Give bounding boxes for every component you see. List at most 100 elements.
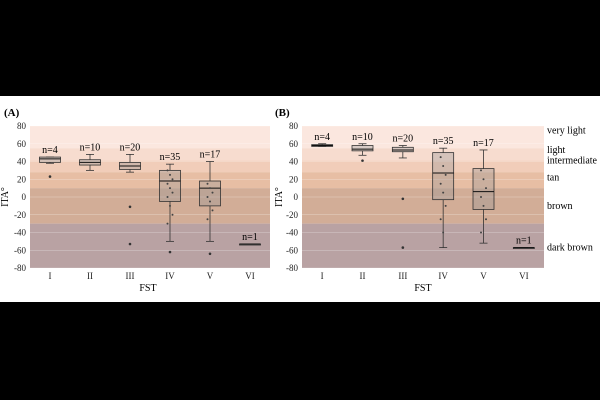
n-label: n=10 [352,132,373,143]
n-label: n=4 [314,132,330,143]
y-tick-label: 20 [17,174,27,184]
x-ticks: I II III IV V VI [321,271,529,281]
data-point [439,182,442,185]
n-label: n=35 [433,136,454,147]
band-label: very light [547,125,586,136]
box-III [119,153,141,246]
y-tick-label: -60 [14,245,26,255]
box-II [79,153,101,171]
data-point [206,218,209,221]
y-tick-label: 60 [289,139,299,149]
outlier-point [361,159,364,162]
box-iqr [159,169,181,202]
data-point [444,204,447,207]
box-iqr [432,152,455,201]
band-dark-brown [302,223,544,268]
band-intermediate [30,160,270,173]
y-ticks: 80 60 40 20 0 -20 -40 -60 -80 [14,121,27,273]
y-tick-label: 40 [289,157,299,167]
y-tick-label: 0 [294,192,299,202]
x-axis-label: FST [414,283,431,294]
outlier-point [168,250,172,254]
band-label: tan [547,172,559,183]
data-point [166,182,169,185]
x-tick-label: VI [245,271,255,281]
x-tick-label: II [87,271,93,281]
grid [302,125,544,269]
y-tick-label: -40 [286,228,298,238]
data-point [482,178,485,181]
y-tick-label: 20 [289,174,299,184]
outlier-point [401,197,405,201]
x-ticks: I II III IV V VI [49,271,255,281]
band-very-light [302,126,544,149]
skin-bands [302,126,544,268]
outlier-point [208,252,212,256]
data-point [442,191,445,194]
data-point [482,204,485,207]
box-VI [239,243,261,246]
x-axis-label: FST [139,283,156,294]
y-tick-label: -80 [14,263,26,273]
y-tick-label: 40 [17,157,27,167]
data-point [171,213,174,216]
data-point [209,187,211,190]
data-point [206,196,209,198]
x-tick-label: III [126,271,135,281]
data-point [485,218,487,221]
n-labels: n=4 n=10 n=20 n=35 n=17 n=1 [314,132,531,247]
box-I [311,143,334,147]
y-ticks: 80 60 40 20 0 -20 -40 -60 -80 [286,121,299,273]
y-tick-label: 80 [17,121,27,131]
band-dark-brown [30,223,270,268]
outlier-point [128,205,132,209]
x-tick-label: VI [519,271,529,281]
data-point [211,209,214,212]
data-point [439,156,442,159]
data-point [166,222,169,225]
box-IV [159,163,181,254]
band-brown [302,188,544,224]
band-label: dark brown [547,243,593,254]
y-tick-label: -60 [286,245,298,255]
data-point [209,200,211,203]
data-point [171,178,174,181]
x-tick-label: IV [438,271,448,281]
band-tan [302,172,544,189]
band-light [302,148,544,161]
data-point [166,196,169,198]
data-point [206,182,209,185]
box-iqr [39,156,61,163]
n-label: n=20 [393,134,414,145]
data-point [211,191,214,194]
box-VI [512,247,535,249]
data-point [442,164,445,167]
x-tick-label: I [321,271,324,281]
box-iqr [472,168,495,210]
boxes [311,143,535,249]
y-tick-label: -20 [286,210,298,220]
x-tick-label: V [207,271,214,281]
y-axis-label: ITA° [0,187,11,207]
box-I [39,156,61,178]
y-tick-label: -40 [14,228,26,238]
panel-label: (A) [4,107,20,119]
n-label: n=1 [516,236,532,247]
data-point [166,169,169,172]
band-intermediate [302,160,544,173]
n-label: n=4 [42,145,58,156]
x-tick-label: III [398,271,407,281]
box-V [472,149,495,244]
band-light [30,148,270,161]
data-point [169,204,171,207]
y-tick-label: -20 [14,210,26,220]
data-point [480,196,482,198]
box-iqr [351,145,374,152]
y-tick-label: 80 [289,121,299,131]
n-labels: n=4 n=10 n=20 n=35 n=17 n=1 [42,142,258,243]
box-III [391,145,414,249]
band-tan [30,172,270,189]
y-tick-label: 0 [22,192,27,202]
